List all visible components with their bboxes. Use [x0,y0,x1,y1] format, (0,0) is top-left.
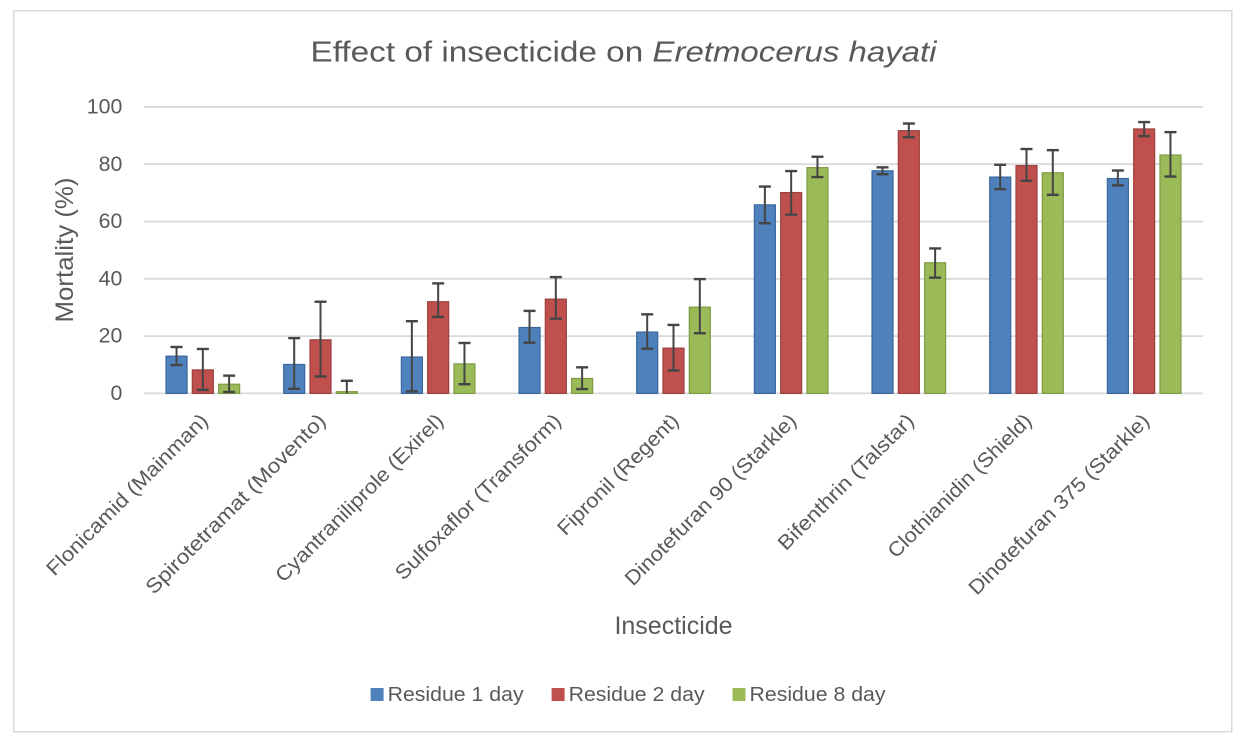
svg-text:Residue 2 day: Residue 2 day [569,684,706,706]
svg-text:0: 0 [110,381,122,405]
svg-text:80: 80 [99,152,123,176]
svg-text:20: 20 [99,324,123,348]
svg-text:Insecticide: Insecticide [614,612,732,640]
svg-text:60: 60 [99,209,123,233]
svg-text:Residue 8 day: Residue 8 day [750,684,887,706]
svg-text:100: 100 [87,95,123,119]
svg-text:Effect of insecticide on Eretm: Effect of insecticide on Eretmocerus hay… [311,37,939,69]
svg-text:Mortality (%): Mortality (%) [51,178,79,323]
svg-text:40: 40 [99,266,123,290]
svg-text:Residue 1 day: Residue 1 day [388,684,525,706]
